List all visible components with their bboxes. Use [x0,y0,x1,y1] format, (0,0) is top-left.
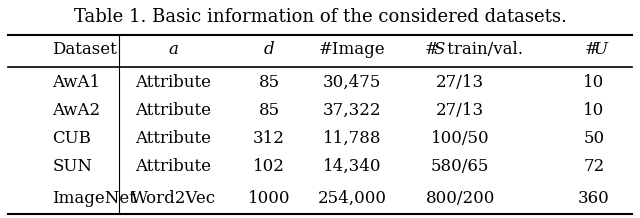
Text: 800/200: 800/200 [426,190,495,207]
Text: 72: 72 [584,158,605,175]
Text: CUB: CUB [52,129,92,146]
Text: a: a [168,41,179,58]
Text: train/val.: train/val. [442,41,524,58]
Text: 312: 312 [253,129,285,146]
Text: 85: 85 [259,74,280,91]
Text: U: U [593,41,607,58]
Text: 27/13: 27/13 [436,102,484,119]
Text: Attribute: Attribute [136,74,211,91]
Text: SUN: SUN [52,158,92,175]
Text: Attribute: Attribute [136,102,211,119]
Text: 11,788: 11,788 [323,129,381,146]
Text: Table 1. Basic information of the considered datasets.: Table 1. Basic information of the consid… [74,8,566,26]
Text: 10: 10 [584,74,605,91]
Text: Dataset: Dataset [52,41,117,58]
Text: d: d [264,41,275,58]
Text: Word2Vec: Word2Vec [131,190,216,207]
Text: 360: 360 [578,190,610,207]
Text: 10: 10 [584,102,605,119]
Text: 1000: 1000 [248,190,291,207]
Text: 100/50: 100/50 [431,129,490,146]
Text: #: # [425,41,439,58]
Text: AwA2: AwA2 [52,102,100,119]
Text: #Image: #Image [319,41,385,58]
Text: #: # [584,41,598,58]
Text: 37,322: 37,322 [323,102,381,119]
Text: 580/65: 580/65 [431,158,490,175]
Text: 14,340: 14,340 [323,158,381,175]
Text: S: S [433,41,445,58]
Text: 102: 102 [253,158,285,175]
Text: AwA1: AwA1 [52,74,100,91]
Text: 30,475: 30,475 [323,74,381,91]
Text: ImageNet: ImageNet [52,190,136,207]
Text: 50: 50 [584,129,605,146]
Text: Attribute: Attribute [136,129,211,146]
Text: 27/13: 27/13 [436,74,484,91]
Text: Attribute: Attribute [136,158,211,175]
Text: 254,000: 254,000 [317,190,387,207]
Text: 85: 85 [259,102,280,119]
